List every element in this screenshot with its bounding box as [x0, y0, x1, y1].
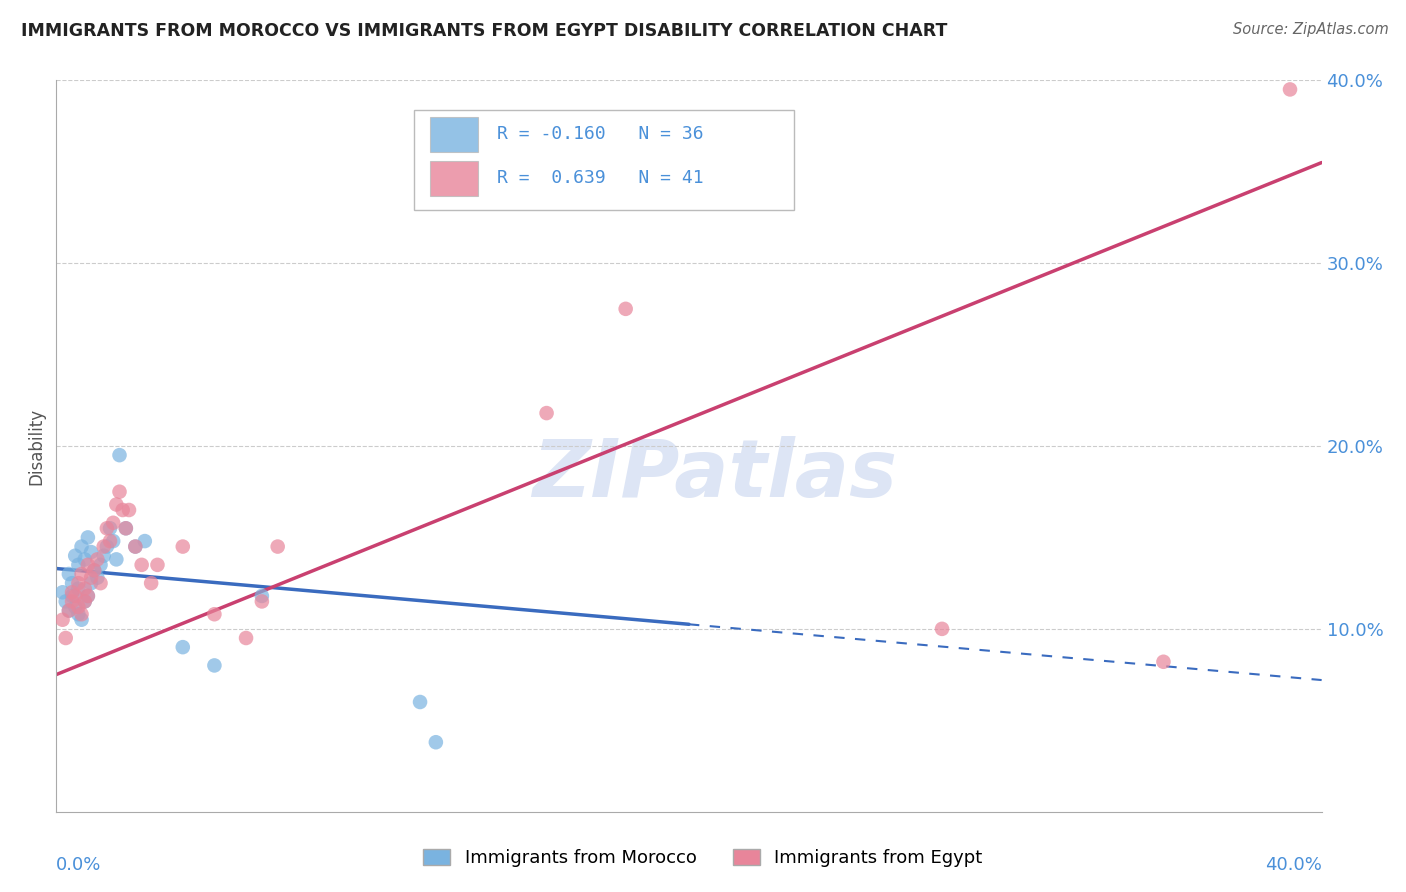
Point	[70, 607, 93, 622]
Point	[96, 540, 118, 554]
Point	[98, 534, 121, 549]
Point	[425, 735, 447, 749]
Point	[73, 594, 96, 608]
Point	[93, 549, 115, 563]
Point	[73, 594, 96, 608]
Text: Source: ZipAtlas.com: Source: ZipAtlas.com	[1233, 22, 1389, 37]
Point	[67, 576, 90, 591]
Point	[108, 484, 131, 499]
Point	[60, 594, 83, 608]
FancyBboxPatch shape	[430, 161, 478, 196]
Point	[52, 585, 75, 599]
Point	[250, 594, 273, 608]
Point	[76, 589, 98, 603]
FancyBboxPatch shape	[430, 117, 478, 152]
Point	[76, 558, 98, 572]
Point	[58, 567, 80, 582]
Point	[146, 558, 169, 572]
Point	[111, 503, 134, 517]
Point	[96, 521, 118, 535]
Point	[202, 607, 225, 622]
Point	[108, 448, 131, 462]
Point	[172, 640, 194, 655]
Text: 0.0%: 0.0%	[56, 855, 101, 873]
Point	[105, 498, 128, 512]
Point	[105, 552, 128, 566]
Point	[202, 658, 225, 673]
Point	[70, 567, 93, 582]
Point	[65, 549, 87, 563]
Point	[124, 540, 146, 554]
Text: 40.0%: 40.0%	[1265, 855, 1322, 873]
Point	[52, 613, 75, 627]
Point	[103, 534, 124, 549]
Point	[1152, 655, 1174, 669]
Point	[67, 599, 90, 614]
Point	[131, 558, 153, 572]
Point	[76, 589, 98, 603]
Point	[67, 558, 90, 572]
Legend: Immigrants from Morocco, Immigrants from Egypt: Immigrants from Morocco, Immigrants from…	[416, 841, 990, 874]
Point	[60, 585, 83, 599]
Point	[58, 603, 80, 617]
Point	[172, 540, 194, 554]
Point	[83, 563, 105, 577]
Point	[80, 571, 103, 585]
Point	[614, 301, 637, 316]
Point	[114, 521, 138, 535]
Point	[267, 540, 290, 554]
Point	[90, 576, 111, 591]
Point	[141, 576, 162, 591]
Point	[58, 603, 80, 617]
Point	[931, 622, 953, 636]
Point	[60, 589, 83, 603]
Point	[65, 599, 87, 614]
Y-axis label: Disability: Disability	[27, 408, 45, 484]
Point	[80, 576, 103, 591]
Point	[86, 571, 108, 585]
Point	[65, 589, 87, 603]
Point	[98, 521, 121, 535]
Point	[60, 576, 83, 591]
Point	[118, 503, 141, 517]
Point	[114, 521, 138, 535]
Point	[80, 545, 103, 559]
Point	[134, 534, 156, 549]
Point	[124, 540, 146, 554]
Point	[70, 613, 93, 627]
Point	[93, 540, 115, 554]
Point	[76, 530, 98, 544]
Point	[250, 589, 273, 603]
Point	[536, 406, 558, 420]
Point	[73, 582, 96, 596]
Point	[55, 631, 77, 645]
Point	[67, 582, 90, 596]
Point	[409, 695, 432, 709]
Text: R = -0.160   N = 36: R = -0.160 N = 36	[496, 126, 703, 144]
Bar	[415, 110, 794, 211]
Point	[90, 558, 111, 572]
Point	[235, 631, 257, 645]
Point	[67, 607, 90, 622]
Point	[70, 540, 93, 554]
Text: R =  0.639   N = 41: R = 0.639 N = 41	[496, 169, 703, 187]
Text: IMMIGRANTS FROM MOROCCO VS IMMIGRANTS FROM EGYPT DISABILITY CORRELATION CHART: IMMIGRANTS FROM MOROCCO VS IMMIGRANTS FR…	[21, 22, 948, 40]
Point	[86, 552, 108, 566]
Point	[103, 516, 124, 530]
Point	[1279, 82, 1302, 96]
Point	[83, 563, 105, 577]
Point	[73, 552, 96, 566]
Point	[55, 594, 77, 608]
Text: ZIPatlas: ZIPatlas	[531, 436, 897, 515]
